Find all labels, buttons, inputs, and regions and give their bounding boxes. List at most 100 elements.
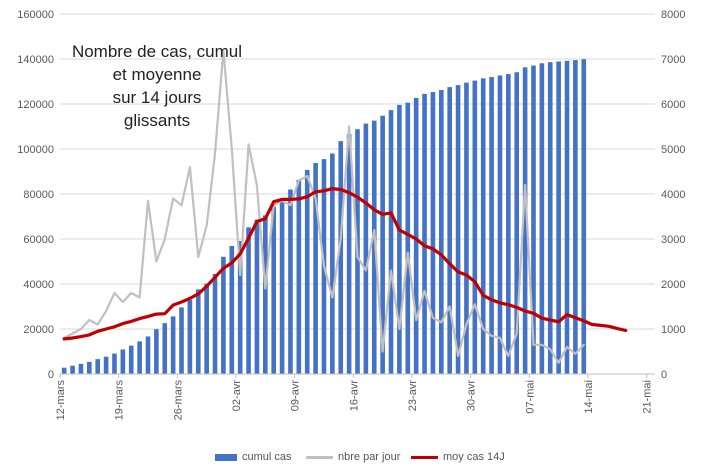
bar [78, 363, 84, 374]
y-right-tick-label: 3000 [661, 234, 685, 246]
y-left-tick-label: 20000 [23, 324, 54, 336]
y-left-tick-label: 80000 [23, 189, 54, 201]
bar [128, 345, 134, 374]
bar [413, 97, 419, 375]
line-series [62, 48, 628, 364]
bar [539, 63, 545, 375]
chart-legend: cumul cas nbre par jour moy cas 14J [0, 451, 711, 467]
legend-item-moy-cas-14j: moy cas 14J [411, 451, 505, 463]
bar [480, 78, 486, 374]
bar [162, 323, 168, 374]
bar [296, 179, 302, 374]
bar [464, 82, 469, 374]
x-tick-label: 30-avr [466, 380, 478, 412]
x-tick-label: 19-mars [114, 380, 126, 421]
legend-item-cumul-cas: cumul cas [215, 451, 292, 463]
legend-label: cumul cas [242, 451, 292, 463]
y-left-tick-label: 60000 [23, 234, 54, 246]
bar [388, 110, 394, 374]
legend-item-nbre-par-jour: nbre par jour [306, 451, 400, 463]
bar [522, 67, 528, 374]
bar [170, 316, 176, 374]
legend-swatch-line [306, 455, 333, 459]
y-left-tick-label: 160000 [17, 9, 54, 21]
bar [455, 85, 461, 374]
legend-swatch-line [411, 455, 438, 459]
bar [330, 153, 335, 374]
bar [263, 215, 268, 374]
bar [204, 283, 209, 374]
y-right-tick-label: 1000 [661, 324, 685, 336]
y-right-tick-label: 8000 [661, 9, 685, 21]
y-right-tick-label: 0 [661, 369, 667, 381]
bar [397, 104, 402, 375]
chart-title-line: et moyenne [112, 65, 202, 84]
chart-title-line: sur 14 jours [112, 88, 202, 107]
x-tick-label: 26-mars [172, 380, 184, 421]
y-left-tick-label: 40000 [23, 279, 54, 291]
bar [195, 289, 201, 374]
bar [564, 60, 570, 375]
x-tick-label: 09-avr [290, 380, 302, 412]
bar [422, 93, 427, 374]
series-line-nbre-par-jour [63, 48, 585, 364]
bar [229, 245, 235, 374]
chart-title-line: Nombre de cas, cumul [71, 42, 243, 61]
y-right-tick-label: 6000 [661, 99, 685, 111]
bar [271, 206, 277, 374]
bar [371, 120, 377, 375]
bar [380, 115, 385, 374]
bar [405, 102, 411, 375]
bar [221, 256, 226, 374]
legend-swatch-bar [215, 453, 237, 461]
bar [95, 359, 101, 374]
bar [547, 62, 553, 375]
x-tick-label: 02-avr [231, 380, 243, 412]
bar [254, 219, 260, 374]
y-left-tick-label: 140000 [17, 54, 54, 66]
chart-title-line: glissants [123, 111, 191, 130]
bar [61, 367, 67, 374]
bar [472, 80, 478, 374]
bar [120, 349, 126, 374]
bar [288, 189, 293, 374]
bar [137, 341, 142, 374]
bar [70, 365, 75, 374]
y-right-tick-label: 7000 [661, 54, 685, 66]
bar [497, 75, 503, 375]
bar [506, 74, 511, 374]
bar [179, 307, 184, 374]
bar [187, 299, 193, 374]
bar [112, 353, 117, 374]
bar-series-cumul-cas [61, 59, 587, 375]
y-left-tick-label: 0 [48, 369, 54, 381]
bar [313, 162, 318, 374]
series-line-moy-cas-14j [62, 187, 628, 341]
bar [573, 60, 578, 374]
bar [438, 90, 444, 375]
x-tick-label: 21-mai [642, 380, 654, 414]
y-left-tick-label: 120000 [17, 99, 54, 111]
x-tick-label: 23-avr [407, 380, 419, 412]
bar [103, 356, 109, 374]
x-tick-label: 14-mai [583, 380, 595, 414]
bar [154, 329, 159, 374]
bar [87, 361, 92, 374]
y-right-tick-label: 2000 [661, 279, 685, 291]
x-tick-label: 16-avr [348, 380, 360, 412]
bar [346, 134, 352, 374]
bar [279, 198, 285, 374]
axes: 0200004000060000800001000001200001400001… [17, 9, 685, 420]
x-tick-label: 07-mai [524, 380, 536, 414]
x-tick-label: 12-mars [55, 380, 67, 421]
bar [531, 65, 536, 375]
bar [237, 241, 243, 374]
bar [246, 227, 251, 374]
legend-label: nbre par jour [338, 451, 401, 463]
bar [145, 336, 151, 374]
bar [363, 123, 369, 374]
chart-title: Nombre de cas, cumul et moyenne sur 14 j… [62, 40, 252, 132]
bar [556, 61, 561, 374]
bar [514, 72, 520, 375]
